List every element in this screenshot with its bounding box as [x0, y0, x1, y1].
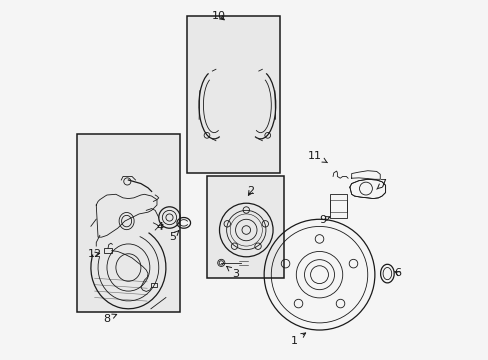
Text: 9: 9	[318, 215, 329, 225]
Bar	[329, 194, 346, 217]
Text: 8: 8	[103, 314, 117, 324]
Text: 6: 6	[393, 268, 400, 278]
Bar	[206, 176, 283, 278]
Text: 2: 2	[247, 186, 254, 197]
Bar	[104, 248, 111, 253]
Text: 12: 12	[88, 249, 102, 259]
Text: 7: 7	[376, 179, 386, 189]
Text: 11: 11	[307, 151, 327, 163]
Bar	[150, 283, 157, 287]
Text: 10: 10	[211, 11, 225, 21]
Text: 3: 3	[226, 266, 239, 279]
Text: 5: 5	[168, 231, 179, 242]
Bar	[329, 200, 346, 212]
Bar	[187, 16, 280, 173]
Text: 4: 4	[156, 222, 163, 232]
Text: 1: 1	[290, 333, 305, 346]
Bar	[77, 134, 180, 312]
